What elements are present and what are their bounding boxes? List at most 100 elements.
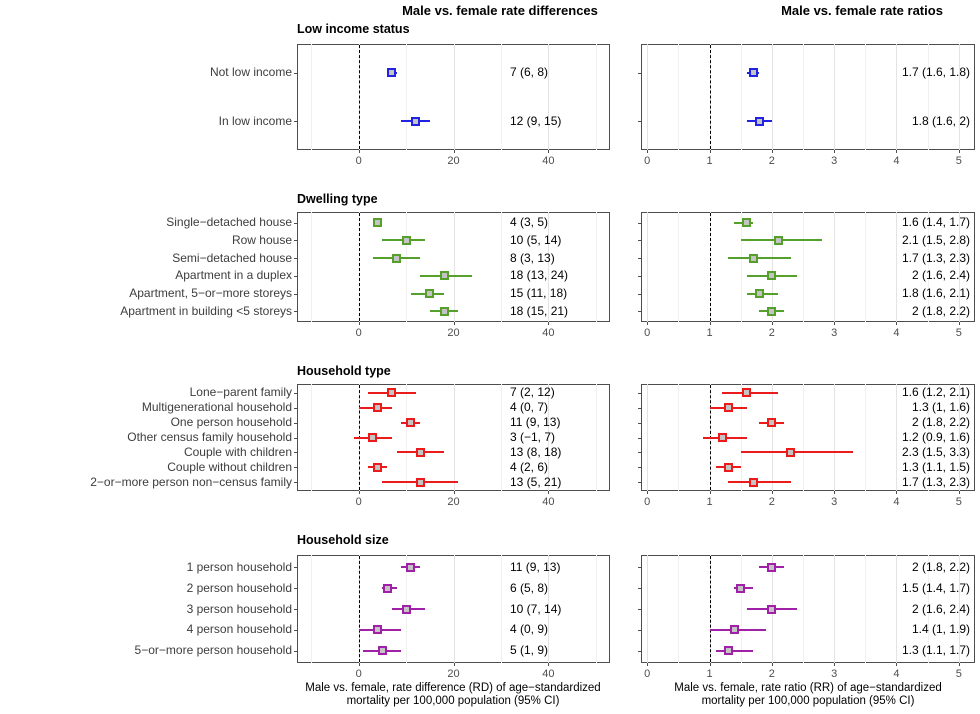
- x-axis-tick-label: 20: [447, 155, 460, 167]
- x-axis-tick: [709, 150, 711, 153]
- x-axis-tick: [896, 322, 898, 325]
- estimate-value-label: 1.8 (1.6, 2): [911, 113, 970, 128]
- gridline-major: [896, 44, 898, 150]
- estimate-marker: [373, 462, 383, 472]
- estimate-marker: [387, 68, 397, 78]
- x-axis-tick: [647, 150, 649, 153]
- gridline-major: [834, 44, 836, 150]
- x-axis-tick-label: 3: [831, 327, 838, 339]
- x-axis-tick: [958, 663, 960, 666]
- x-axis-tick: [647, 491, 649, 494]
- y-axis-tick: [638, 630, 641, 631]
- x-axis-tick: [358, 663, 360, 666]
- group-title: Household size: [297, 533, 389, 547]
- category-label: Couple without children: [167, 459, 292, 474]
- gridline-minor: [406, 212, 408, 322]
- gridline-minor: [678, 555, 680, 663]
- gridline-major: [548, 384, 550, 491]
- estimate-marker: [387, 388, 397, 398]
- x-axis-tick: [548, 663, 550, 666]
- gridline-minor: [678, 384, 680, 491]
- reference-line: [709, 213, 711, 321]
- confidence-interval-line: [740, 451, 853, 454]
- gridline-minor: [740, 44, 742, 150]
- y-axis-tick: [638, 438, 641, 439]
- estimate-marker: [425, 289, 435, 299]
- x-axis-tick: [958, 150, 960, 153]
- estimate-value-label: 2 (1.8, 2.2): [911, 559, 970, 574]
- y-axis-tick: [638, 240, 641, 241]
- x-axis-tick: [453, 491, 455, 494]
- panel-rate-ratio: [641, 44, 975, 150]
- x-axis-tick-label: 40: [542, 327, 555, 339]
- x-axis-tick: [834, 663, 836, 666]
- estimate-marker: [415, 477, 425, 487]
- estimate-marker: [767, 418, 777, 428]
- reference-line: [358, 556, 360, 662]
- x-axis-tick: [834, 491, 836, 494]
- gridline-minor: [406, 44, 408, 150]
- estimate-value-label: 18 (13, 24): [510, 268, 569, 283]
- estimate-value-label: 4 (3, 5): [510, 215, 549, 230]
- estimate-marker: [742, 388, 752, 398]
- estimate-marker: [723, 646, 733, 656]
- y-axis-tick: [294, 630, 297, 631]
- y-axis-tick: [294, 311, 297, 312]
- x-axis-tick: [958, 322, 960, 325]
- estimate-value-label: 4 (0, 7): [510, 400, 549, 415]
- estimate-marker: [723, 403, 733, 413]
- panel-rate-ratio: [641, 212, 975, 322]
- estimate-value-label: 1.7 (1.3, 2.3): [901, 250, 970, 265]
- estimate-value-label: 1.3 (1, 1.6): [911, 400, 970, 415]
- x-axis-tick: [771, 150, 773, 153]
- x-axis-tick-label: 20: [447, 496, 460, 508]
- estimate-marker: [401, 235, 411, 245]
- estimate-marker: [767, 562, 777, 572]
- estimate-marker: [773, 235, 783, 245]
- y-axis-tick: [294, 609, 297, 610]
- x-axis-tick-label: 3: [831, 668, 838, 680]
- y-axis-tick: [638, 588, 641, 589]
- x-axis-tick-label: 2: [768, 155, 775, 167]
- gridline-minor: [803, 555, 804, 663]
- y-axis-tick: [638, 651, 641, 652]
- estimate-marker: [439, 306, 449, 316]
- estimate-marker: [748, 253, 758, 263]
- estimate-value-label: 15 (11, 18): [510, 286, 568, 301]
- gridline-major: [647, 44, 649, 150]
- estimate-marker: [406, 418, 416, 428]
- y-axis-tick: [638, 121, 641, 122]
- x-axis-tick: [548, 322, 550, 325]
- gridline-minor: [311, 384, 313, 491]
- estimate-value-label: 1.3 (1.1, 1.5): [901, 459, 970, 474]
- estimate-marker: [748, 477, 758, 487]
- y-axis-tick: [294, 482, 297, 483]
- estimate-value-label: 7 (6, 8): [510, 65, 549, 80]
- estimate-marker: [415, 447, 425, 457]
- estimate-marker: [373, 218, 383, 228]
- category-label: Single−detached house: [166, 215, 292, 230]
- x-axis-tick-label: 0: [355, 496, 362, 508]
- x-axis-tick-label: 40: [542, 155, 555, 167]
- x-axis-tick: [453, 322, 455, 325]
- gridline-minor: [865, 44, 867, 150]
- gridline-major: [958, 384, 960, 491]
- category-label: 1 person household: [186, 559, 292, 574]
- reference-line: [709, 556, 711, 662]
- category-label: Lone−parent family: [189, 385, 292, 400]
- y-axis-tick: [638, 482, 641, 483]
- estimate-marker: [377, 646, 387, 656]
- y-axis-tick: [638, 452, 641, 453]
- y-axis-tick: [294, 240, 297, 241]
- y-axis-tick: [294, 393, 297, 394]
- estimate-value-label: 10 (5, 14): [510, 232, 562, 247]
- x-axis-tick: [834, 322, 836, 325]
- estimate-value-label: 2 (1.8, 2.2): [911, 415, 970, 430]
- estimate-marker: [411, 116, 421, 126]
- estimate-marker: [767, 604, 777, 614]
- x-axis-tick: [647, 663, 649, 666]
- gridline-minor: [678, 212, 680, 322]
- x-axis-tick-label: 1: [706, 668, 713, 680]
- estimate-value-label: 1.8 (1.6, 2.1): [901, 286, 970, 301]
